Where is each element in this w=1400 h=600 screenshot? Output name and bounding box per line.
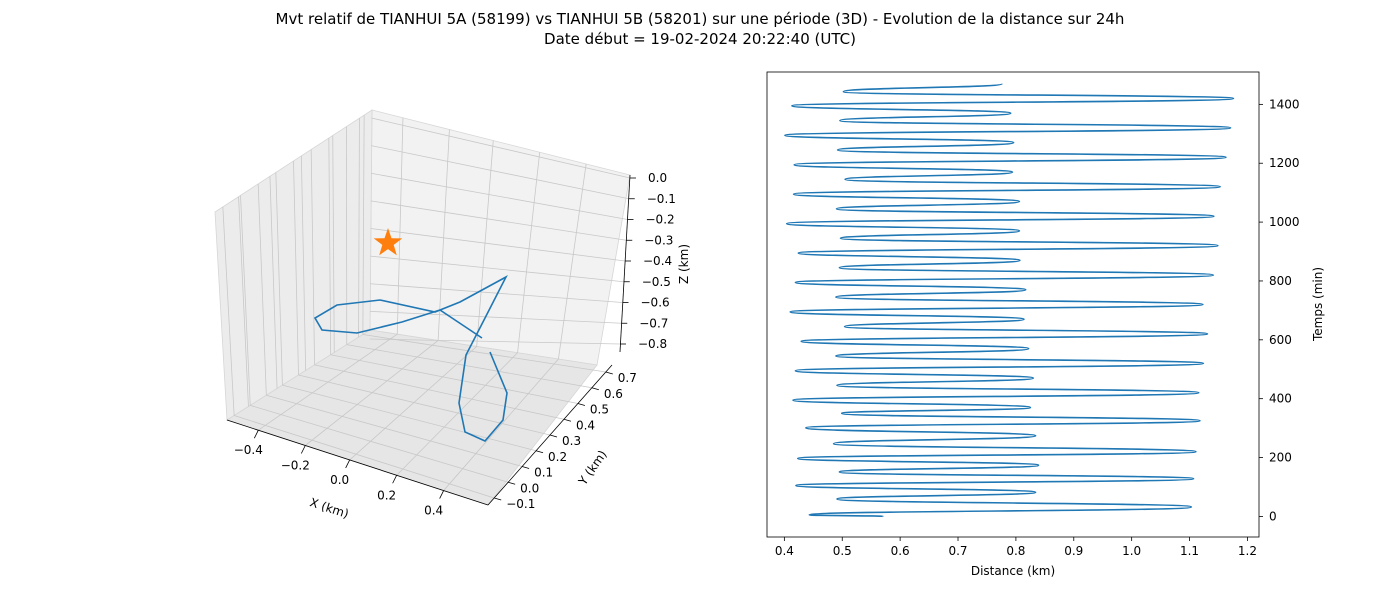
- x-tick-label: 0.4: [775, 544, 794, 558]
- x-tick-label: 0.9: [1064, 544, 1083, 558]
- y-tick-label: 0.7: [618, 371, 637, 385]
- x-tick-mark: [345, 459, 351, 469]
- y-tick-mark: [521, 466, 530, 469]
- y-tick-label: 800: [1269, 274, 1292, 288]
- y-tick-label: 0.1: [534, 466, 553, 480]
- y-tick-label: 400: [1269, 392, 1292, 406]
- x-tick-label: 0.4: [424, 504, 443, 518]
- x-tick-mark: [253, 430, 259, 439]
- y-tick-mark: [591, 387, 599, 391]
- ticks-3d: −0.4−0.20.00.20.4 −0.10.00.10.20.30.40.50…: [234, 171, 676, 518]
- y-tick-label: 200: [1269, 451, 1292, 465]
- trajectory-line: [313, 275, 508, 442]
- y-tick-mark: [549, 434, 558, 438]
- x-tick-label: 1.0: [1122, 544, 1141, 558]
- chart-3d: −0.4−0.20.00.20.4 −0.10.00.10.20.30.40.50…: [214, 109, 691, 521]
- x-tick-label: 0.7: [948, 544, 967, 558]
- y-axis-label: Y (km): [575, 448, 610, 489]
- x-tick-label: 0.5: [833, 544, 852, 558]
- x-tick-label: 0.0: [330, 473, 349, 487]
- z-axis-line: [619, 174, 631, 353]
- y-tick-mark: [535, 450, 544, 454]
- x-tick-label: 1.1: [1180, 544, 1199, 558]
- x-axis-label: X (km): [308, 495, 350, 521]
- y-tick-mark: [494, 497, 502, 501]
- x-tick-label: −0.2: [281, 459, 310, 473]
- y-tick-label: 1000: [1269, 215, 1300, 229]
- z-tick-label: −0.2: [646, 213, 675, 227]
- y-tick-mark: [577, 403, 586, 406]
- z-axis-label: Z (km): [677, 244, 691, 284]
- z-tick-label: 0.0: [648, 171, 667, 185]
- z-tick-label: −0.4: [643, 254, 672, 268]
- x-axis-line: [226, 419, 489, 506]
- z-tick-label: −0.8: [638, 337, 667, 351]
- figure-title-line2: Date début = 19-02-2024 20:22:40 (UTC): [544, 30, 856, 48]
- x-axis-label-distance: Distance (km): [971, 564, 1055, 578]
- y-tick-label: 0.2: [548, 450, 567, 464]
- y-tick-mark: [508, 481, 516, 485]
- x-tick-label: 1.2: [1238, 544, 1257, 558]
- y-tick-mark: [605, 371, 613, 375]
- figure-title-line1: Mvt relatif de TIANHUI 5A (58199) vs TIA…: [275, 10, 1125, 28]
- y-tick-label: 600: [1269, 333, 1292, 347]
- grid-3d: [222, 115, 631, 499]
- y-ticks: 0 200 400 600 800 1000 1200 1400: [1259, 97, 1300, 523]
- y-tick-label: 0.0: [520, 481, 539, 495]
- star-marker: [373, 228, 403, 256]
- y-tick-mark: [563, 418, 572, 422]
- x-tick-label: −0.4: [234, 443, 263, 457]
- z-tick-label: −0.5: [642, 275, 671, 289]
- x-tick-mark: [392, 475, 398, 484]
- y-tick-label: 0.4: [576, 418, 595, 432]
- z-tick-label: −0.6: [641, 296, 670, 310]
- y-tick-label: 0: [1269, 509, 1277, 523]
- y-tick-label: −0.1: [506, 497, 535, 511]
- x-tick-label: 0.2: [377, 488, 396, 502]
- y-tick-label: 1200: [1269, 156, 1300, 170]
- y-tick-label: 0.3: [562, 434, 581, 448]
- z-tick-label: −0.1: [647, 192, 676, 206]
- distance-series-line: [784, 83, 1235, 518]
- x-tick-label: 0.6: [891, 544, 910, 558]
- x-tick-mark: [300, 445, 306, 454]
- x-tick-mark: [439, 490, 444, 499]
- z-tick-label: −0.7: [639, 316, 668, 330]
- y-tick-label: 0.5: [590, 403, 609, 417]
- plot-frame: [766, 71, 1260, 538]
- y-tick-label: 1400: [1269, 97, 1300, 111]
- y-tick-label: 0.6: [604, 387, 623, 401]
- x-ticks: 0.4 0.5 0.6 0.7 0.8 0.9 1.0 1.1 1.2: [775, 537, 1257, 558]
- x-tick-label: 0.8: [1006, 544, 1025, 558]
- z-tick-label: −0.3: [644, 233, 673, 247]
- y-axis-label-temps: Temps (min): [1311, 267, 1325, 342]
